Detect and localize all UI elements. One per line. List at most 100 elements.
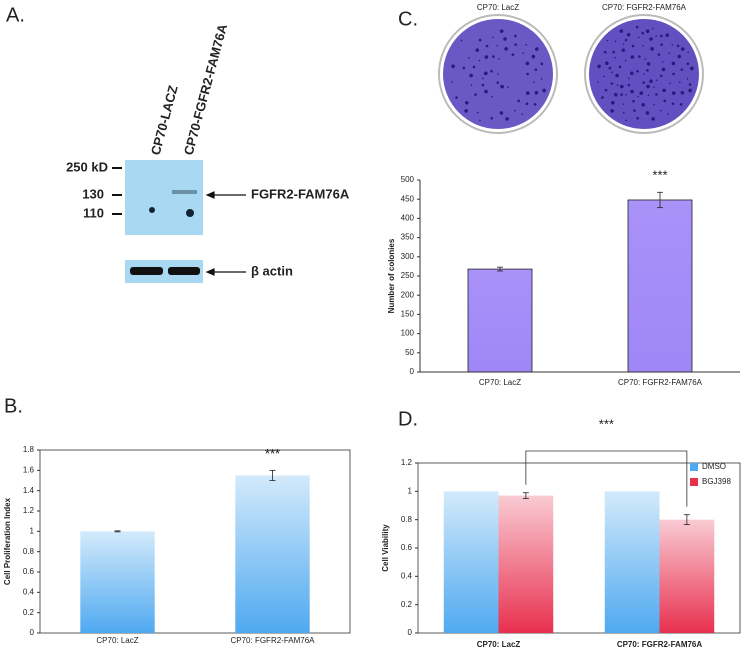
colony <box>525 102 529 106</box>
colony <box>650 47 654 51</box>
blot-image <box>125 260 203 283</box>
colony <box>514 109 516 112</box>
bar <box>627 199 693 373</box>
colony <box>668 52 671 55</box>
colony <box>687 51 689 53</box>
error-bar <box>269 469 276 481</box>
error-bar <box>497 266 503 272</box>
colony <box>649 37 653 41</box>
x-tick-label: CP70: FGFR2-FAM76A <box>617 640 703 649</box>
colony <box>649 79 653 83</box>
blot-band <box>172 190 197 194</box>
colony <box>497 73 499 75</box>
colony <box>626 32 631 37</box>
colony <box>597 81 599 83</box>
colony <box>679 103 683 106</box>
colony <box>534 68 538 71</box>
colony <box>625 119 627 122</box>
colony <box>669 82 672 85</box>
annotation: *** <box>599 416 614 431</box>
colony <box>531 54 536 59</box>
colony <box>620 93 623 96</box>
colony <box>505 117 509 121</box>
colony <box>542 88 546 93</box>
colony <box>601 96 604 99</box>
colony <box>474 93 477 96</box>
colony <box>631 44 635 48</box>
colony <box>492 55 495 58</box>
colony <box>464 100 469 105</box>
y-tick-label: 1.8 <box>23 445 35 454</box>
colony <box>655 79 658 82</box>
colony <box>686 62 690 66</box>
colony <box>611 71 613 74</box>
y-tick-label: 50 <box>405 348 414 357</box>
colony <box>606 39 609 42</box>
colony <box>525 61 530 66</box>
colony <box>614 56 616 59</box>
panel-label: D. <box>398 408 418 430</box>
colony <box>633 109 636 112</box>
colony <box>613 92 618 97</box>
colony <box>686 78 689 80</box>
blot-band <box>168 267 200 275</box>
y-tick-label: 1 <box>30 526 35 535</box>
colony <box>636 116 639 120</box>
colony <box>627 83 631 87</box>
colony <box>661 67 666 72</box>
colony <box>468 56 470 59</box>
colony <box>624 59 627 62</box>
colony <box>460 39 463 42</box>
colony <box>603 50 607 54</box>
colony <box>500 84 504 89</box>
colony <box>619 29 624 33</box>
colony <box>630 89 634 94</box>
colony <box>522 52 525 55</box>
bar <box>235 475 310 633</box>
colony <box>482 77 484 80</box>
colony <box>504 47 508 51</box>
colony <box>525 91 530 95</box>
colony <box>690 66 694 71</box>
y-tick-label: 0 <box>408 628 413 637</box>
lane-label: CP70-LACZ <box>148 84 181 157</box>
x-tick-label: CP70: FGFR2-FAM76A <box>230 636 315 645</box>
colony <box>660 43 663 46</box>
colony <box>641 31 645 35</box>
lane-label: CP70-FGFR2-FAM76A <box>181 22 231 157</box>
y-tick-label: 0.8 <box>401 515 413 524</box>
x-tick-label: CP70: FGFR2-FAM76A <box>618 378 703 387</box>
colony <box>475 48 480 52</box>
colony <box>641 103 645 107</box>
colony <box>451 81 453 83</box>
error-bar <box>683 514 690 526</box>
colony <box>478 38 482 42</box>
colony <box>671 102 675 106</box>
legend-label: BGJ398 <box>702 477 731 486</box>
colony <box>464 109 468 113</box>
colony <box>646 69 649 72</box>
colony <box>525 44 528 46</box>
colony <box>610 82 614 85</box>
error-bar <box>657 191 663 209</box>
x-tick-label: CP70: LacZ <box>477 640 521 649</box>
y-tick-label: 200 <box>401 290 415 299</box>
colony <box>597 64 601 69</box>
colony <box>630 55 635 59</box>
y-tick-label: 0.2 <box>401 600 413 609</box>
colony <box>676 44 680 48</box>
colony <box>455 96 458 99</box>
band-label: FGFR2-FAM76A <box>251 186 350 201</box>
annotation: *** <box>652 168 667 183</box>
colony <box>659 74 663 78</box>
colony <box>639 91 644 95</box>
y-tick-label: 0.8 <box>23 547 35 556</box>
y-tick-label: 0.2 <box>23 608 35 617</box>
colony <box>514 43 517 46</box>
colony <box>678 81 681 84</box>
colony <box>642 81 646 84</box>
colony <box>533 103 537 106</box>
colony <box>540 78 543 80</box>
colony <box>534 47 539 51</box>
plate-label: CP70: FGFR2-FAM76A <box>602 3 687 12</box>
